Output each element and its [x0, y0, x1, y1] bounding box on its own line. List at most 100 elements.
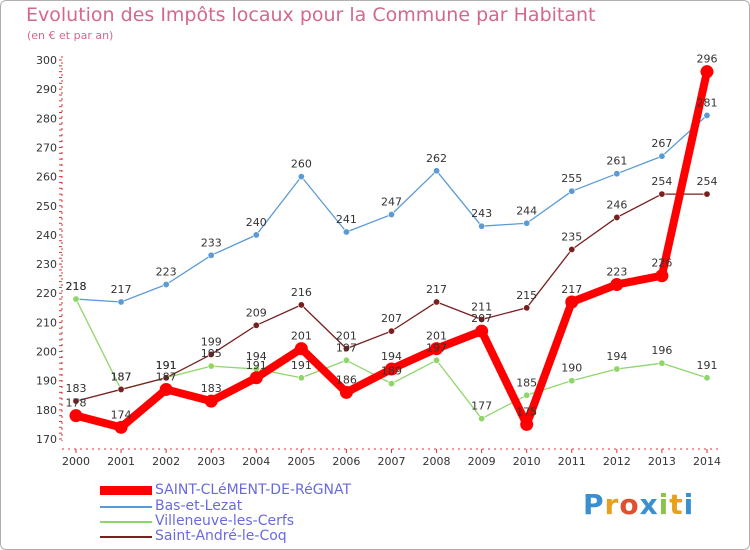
data-point: [523, 391, 531, 399]
data-point: [703, 111, 711, 119]
data-label: 191: [246, 359, 267, 372]
data-label: 183: [201, 382, 222, 395]
data-point: [114, 420, 128, 434]
data-label: 175: [516, 405, 537, 418]
data-point: [568, 187, 576, 195]
legend-label: SAINT-CLéMENT-DE-RéGNAT: [155, 482, 352, 498]
logo-letter: r: [604, 488, 620, 521]
data-label: 177: [471, 400, 492, 413]
data-point: [568, 377, 576, 385]
data-point: [478, 415, 486, 423]
x-tick-label: 2004: [242, 455, 270, 468]
data-label: 194: [606, 350, 627, 363]
data-label: 194: [246, 350, 267, 363]
data-label: 233: [201, 236, 222, 249]
data-label: 190: [561, 362, 582, 375]
y-tick-label: 260: [36, 171, 57, 184]
legend-swatch: [100, 486, 152, 495]
proxiti-logo: Proxiti: [583, 488, 694, 521]
data-point: [610, 277, 624, 291]
data-label: 194: [381, 350, 402, 363]
x-tick-label: 2003: [197, 455, 225, 468]
chart-title: Evolution des Impôts locaux pour la Comm…: [26, 4, 596, 26]
data-label: 267: [651, 137, 672, 150]
data-point: [523, 304, 531, 312]
data-label: 281: [696, 96, 717, 109]
data-point: [478, 222, 486, 230]
data-point: [117, 298, 125, 306]
x-tick-label: 2008: [423, 455, 451, 468]
data-point: [433, 167, 441, 175]
y-tick-label: 280: [36, 112, 57, 125]
data-label: 240: [246, 216, 267, 229]
data-label: 197: [426, 341, 447, 354]
logo-letter: o: [619, 488, 640, 521]
data-point: [117, 385, 125, 393]
y-tick-label: 300: [36, 54, 57, 67]
data-point: [297, 173, 305, 181]
data-point: [568, 246, 576, 254]
data-point: [520, 417, 534, 431]
data-point: [207, 362, 215, 370]
data-point: [655, 269, 669, 283]
x-tick-label: 2000: [62, 455, 90, 468]
y-tick-label: 220: [36, 287, 57, 300]
data-label: 218: [66, 280, 87, 293]
y-tick-label: 240: [36, 229, 57, 242]
data-point: [430, 342, 444, 356]
data-label: 241: [336, 213, 357, 226]
data-label: 296: [696, 53, 717, 66]
data-label: 196: [651, 344, 672, 357]
data-point: [387, 327, 395, 335]
data-label: 197: [336, 341, 357, 354]
legend-label: Saint-André-le-Coq: [155, 528, 287, 544]
data-point: [207, 251, 215, 259]
logo-letter: i: [658, 488, 670, 521]
data-label: 207: [381, 312, 402, 325]
data-label: 191: [156, 359, 177, 372]
y-tick-label: 270: [36, 141, 57, 154]
data-point: [703, 190, 711, 198]
data-label: 254: [696, 175, 717, 188]
data-label: 244: [516, 204, 537, 217]
data-label: 262: [426, 152, 447, 165]
data-label: 187: [156, 370, 177, 383]
x-tick-label: 2006: [332, 455, 360, 468]
x-tick-label: 2012: [603, 455, 631, 468]
data-label: 191: [156, 359, 177, 372]
logo-letter: t: [669, 488, 684, 521]
y-tick-label: 230: [36, 258, 57, 271]
data-label: 211: [471, 300, 492, 313]
data-label: 178: [66, 397, 87, 410]
data-point: [162, 280, 170, 288]
data-label: 216: [291, 286, 312, 299]
data-point: [294, 342, 308, 356]
data-label: 246: [606, 198, 627, 211]
data-label: 243: [471, 207, 492, 220]
logo-letter: x: [639, 488, 659, 521]
y-tick-label: 250: [36, 200, 57, 213]
data-label: 186: [336, 373, 357, 386]
data-label: 217: [426, 283, 447, 296]
data-label: 247: [381, 196, 402, 209]
x-tick-label: 2009: [468, 455, 496, 468]
data-point: [252, 231, 260, 239]
data-point: [658, 152, 666, 160]
data-point: [658, 190, 666, 198]
data-point: [297, 301, 305, 309]
data-point: [342, 228, 350, 236]
data-point: [433, 356, 441, 364]
data-point: [613, 365, 621, 373]
x-tick-label: 2010: [513, 455, 541, 468]
data-label: 199: [201, 335, 222, 348]
data-label: 189: [381, 365, 402, 378]
data-label: 209: [246, 306, 267, 319]
data-point: [478, 315, 486, 323]
x-tick-label: 2014: [693, 455, 721, 468]
data-label: 223: [606, 265, 627, 278]
data-label: 201: [291, 330, 312, 343]
x-tick-label: 2007: [377, 455, 405, 468]
chart-subtitle: (en € et par an): [27, 29, 114, 42]
